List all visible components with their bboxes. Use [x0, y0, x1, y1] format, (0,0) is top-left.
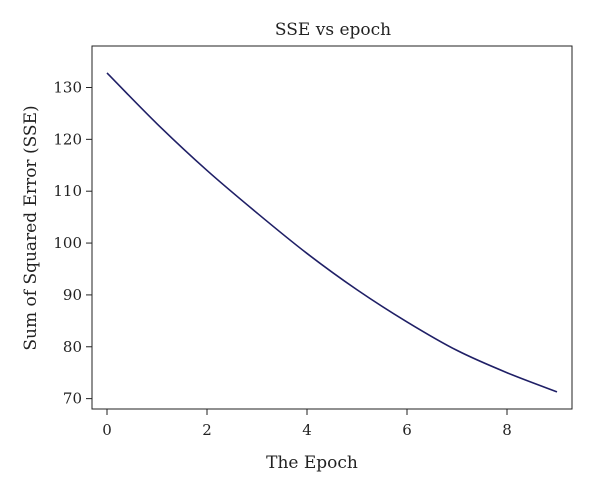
y-axis-ticks: 70 80 90 100 110 120 130	[53, 78, 92, 408]
y-axis-title: Sum of Squared Error (SSE)	[21, 105, 41, 350]
y-tick-label: 80	[63, 338, 82, 356]
x-tick-label: 0	[102, 421, 112, 439]
y-tick-label: 110	[53, 182, 82, 200]
y-tick-label: 90	[63, 286, 82, 304]
x-tick-label: 4	[302, 421, 312, 439]
sse-series-line	[106, 72, 558, 393]
x-tick-label: 2	[202, 421, 212, 439]
x-tick-label: 8	[502, 421, 512, 439]
y-tick-label: 130	[53, 78, 82, 96]
y-tick-label: 100	[53, 234, 82, 252]
plot-area-frame	[91, 45, 573, 410]
y-tick-label: 70	[63, 390, 82, 408]
x-axis-title: The Epoch	[266, 453, 358, 473]
x-axis-ticks: 0 2 4 6 8	[102, 409, 512, 439]
y-tick-label: 120	[53, 130, 82, 148]
chart-title: SSE vs epoch	[275, 20, 391, 40]
x-tick-label: 6	[402, 421, 412, 439]
